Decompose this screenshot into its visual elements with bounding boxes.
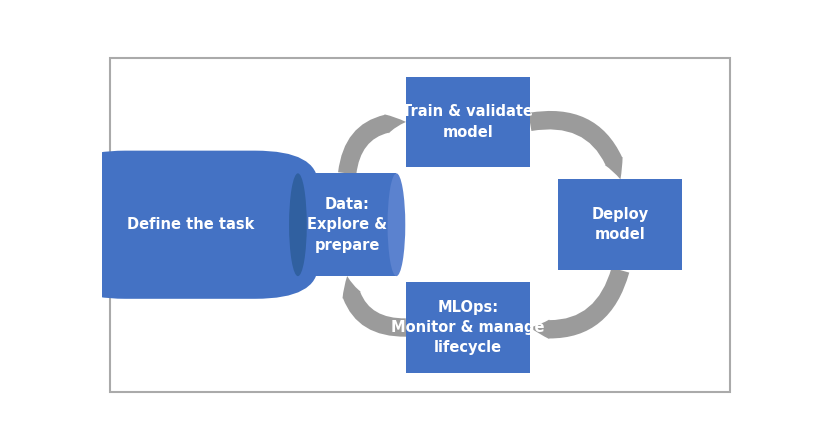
Text: Deploy
model: Deploy model [591, 207, 648, 243]
Text: Train & validate
model: Train & validate model [402, 104, 533, 140]
Text: MLOps:
Monitor & manage
lifecycle: MLOps: Monitor & manage lifecycle [391, 299, 544, 356]
FancyArrowPatch shape [342, 276, 405, 337]
Text: Define the task: Define the task [126, 217, 254, 232]
FancyBboxPatch shape [297, 173, 396, 276]
FancyBboxPatch shape [62, 151, 318, 299]
FancyArrowPatch shape [527, 111, 622, 179]
FancyBboxPatch shape [405, 77, 529, 167]
Ellipse shape [289, 173, 306, 276]
FancyArrowPatch shape [255, 218, 294, 231]
FancyArrowPatch shape [337, 114, 405, 174]
FancyBboxPatch shape [110, 57, 730, 392]
FancyBboxPatch shape [558, 179, 681, 270]
FancyArrowPatch shape [529, 267, 628, 339]
Text: Data:
Explore &
prepare: Data: Explore & prepare [307, 197, 387, 253]
FancyBboxPatch shape [405, 282, 529, 373]
Ellipse shape [387, 173, 405, 276]
